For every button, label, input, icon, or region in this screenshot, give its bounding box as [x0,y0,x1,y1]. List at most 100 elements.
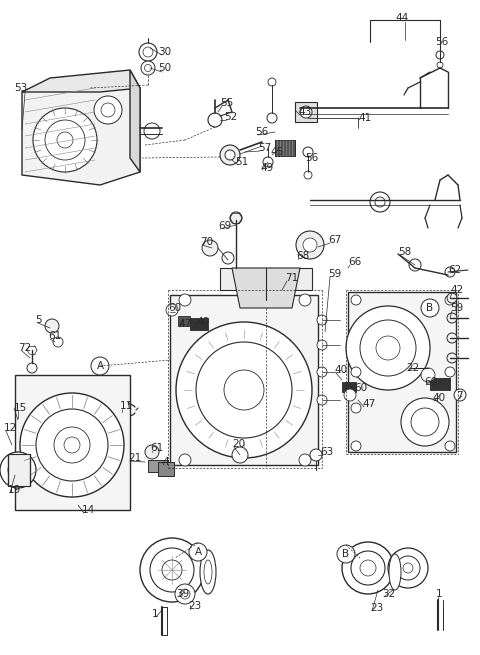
Circle shape [139,43,157,61]
Circle shape [222,252,234,264]
Circle shape [299,454,311,466]
Circle shape [388,548,428,588]
Circle shape [299,294,311,306]
Text: 72: 72 [18,343,31,353]
Circle shape [375,197,385,207]
Text: 60: 60 [168,303,181,313]
Circle shape [36,409,108,481]
Circle shape [144,123,160,139]
Text: 71: 71 [285,273,298,283]
Circle shape [53,337,63,347]
Circle shape [454,389,466,401]
Circle shape [342,542,394,594]
Bar [178,316,190,326]
Text: 58: 58 [398,247,411,257]
Circle shape [317,367,327,377]
Circle shape [64,437,80,453]
Text: 50: 50 [158,63,171,73]
Circle shape [445,295,455,305]
Circle shape [140,538,204,602]
Circle shape [179,454,191,466]
Circle shape [346,306,430,390]
Circle shape [409,259,421,271]
Circle shape [91,357,109,375]
Bar [275,140,295,156]
Text: 40: 40 [334,365,347,375]
Circle shape [208,113,222,127]
Text: 63: 63 [320,447,333,457]
Bar [158,462,174,476]
Circle shape [230,212,242,224]
Polygon shape [22,78,140,185]
Circle shape [54,427,90,463]
Circle shape [189,543,207,561]
Text: 43: 43 [298,107,311,117]
Text: 61: 61 [150,443,163,453]
Circle shape [421,368,435,382]
Circle shape [351,403,361,413]
Bar [342,382,356,392]
Text: 49: 49 [260,163,273,173]
Text: 53: 53 [14,83,27,93]
Circle shape [94,96,122,124]
Text: 56: 56 [255,127,268,137]
Circle shape [296,231,324,259]
Text: 60: 60 [424,377,437,387]
Circle shape [176,322,312,458]
Circle shape [447,353,457,363]
Circle shape [376,336,400,360]
Polygon shape [15,375,130,510]
Bar [190,318,208,330]
Circle shape [360,320,416,376]
Polygon shape [22,70,140,92]
Text: 1: 1 [152,609,158,619]
Circle shape [447,293,457,303]
Circle shape [317,395,327,405]
Bar [220,268,312,290]
Text: 23: 23 [188,601,201,611]
Text: 19: 19 [8,485,21,495]
Text: 14: 14 [82,505,95,515]
Circle shape [300,106,312,118]
Circle shape [436,51,444,59]
Circle shape [401,398,449,446]
Text: 59: 59 [328,269,341,279]
Circle shape [304,171,312,179]
Circle shape [351,441,361,451]
Circle shape [45,319,59,333]
Circle shape [0,452,36,488]
Circle shape [421,299,439,317]
Text: 68: 68 [296,251,309,261]
Text: 67: 67 [328,235,341,245]
Text: 52: 52 [224,112,237,122]
Circle shape [150,548,194,592]
Text: A: A [194,547,202,557]
Text: 41: 41 [358,113,371,123]
Text: 5: 5 [35,315,42,325]
Circle shape [303,238,317,252]
Text: 47: 47 [362,399,375,409]
Bar [148,460,168,472]
Text: 61: 61 [48,331,61,341]
Text: 42: 42 [450,285,463,295]
Circle shape [143,47,153,57]
Circle shape [445,267,455,277]
Circle shape [166,304,178,316]
Circle shape [445,441,455,451]
Bar [8,454,30,486]
Text: 1: 1 [436,589,443,599]
Circle shape [180,589,190,599]
Circle shape [303,147,313,157]
Circle shape [351,551,385,585]
Circle shape [445,367,455,377]
Circle shape [45,120,85,160]
Text: 44: 44 [395,13,408,23]
Text: 57: 57 [258,143,271,153]
Circle shape [162,560,182,580]
Text: 55: 55 [220,98,233,108]
Circle shape [370,192,390,212]
Circle shape [267,113,277,123]
Text: 32: 32 [382,589,395,599]
Polygon shape [130,70,140,172]
Circle shape [33,108,97,172]
